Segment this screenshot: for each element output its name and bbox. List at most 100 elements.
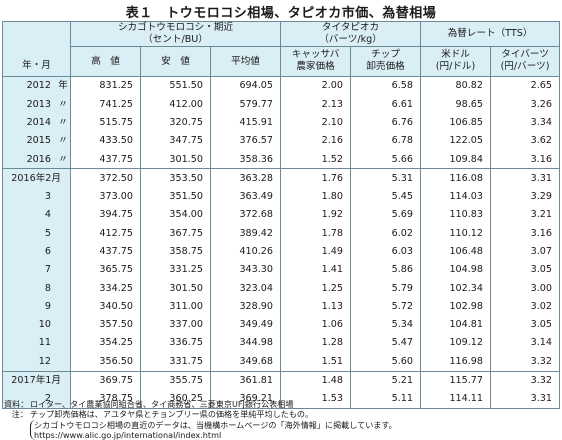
- period-label: 2013: [26, 98, 51, 110]
- fx-thb-label-2: (円/バーツ): [500, 61, 550, 73]
- fx-usd-cell: 109.12: [420, 334, 492, 353]
- corn-high-cell: 334.25: [70, 279, 141, 298]
- corn-high-cell: 373.00: [70, 187, 141, 207]
- fx-usd-cell: 116.98: [420, 352, 492, 372]
- fx-thb-label-1: タイバーツ: [501, 49, 549, 61]
- corn-unit-label: （セント/BU）: [143, 33, 208, 45]
- tapioca-farm-header: キャッサバ 農家価格: [280, 45, 352, 77]
- corn-avg-cell: 363.28: [209, 168, 282, 188]
- tapioca-chip-cell: 5.72: [350, 297, 422, 316]
- fx-thb-cell: 3.07: [490, 242, 561, 261]
- tapioca-chip-cell: 5.34: [350, 315, 422, 335]
- tapioca-chip-cell: 5.45: [350, 187, 422, 207]
- corn-low-cell: 367.75: [140, 224, 211, 243]
- table-body: 2012 年 831.25 551.50 694.05 2.00 6.58 80.82 2.65…: [2, 76, 561, 410]
- table-row: 2014 〃 515.75 320.75 415.91 2.10 6.76 106.85 3.3…: [2, 113, 561, 132]
- fx-thb-cell: 3.05: [490, 260, 561, 280]
- corn-low-cell: 301.50: [140, 279, 211, 298]
- corn-avg-cell: 389.42: [209, 224, 282, 243]
- tapioca-farm-cell: 1.48: [280, 370, 352, 391]
- reference-url[interactable]: https://www.alic.go.jp/international/ind…: [34, 429, 222, 440]
- table-row: 9 340.50 311.00 328.90 1.13 5.72 102.98 3.02: [2, 297, 561, 316]
- fx-usd-header: 米ドル (円/ドル): [420, 45, 492, 77]
- table-row: 2 378.75 360.25 369.21 1.53 5.11 114.11 3.31: [2, 390, 561, 410]
- table-row: 7 365.75 331.25 343.30 1.41 5.86 104.98 3.05: [2, 260, 561, 280]
- corn-avg-cell: 376.57: [209, 131, 282, 151]
- paren-bracket: [30, 419, 36, 440]
- paren-text: シカゴトウモロコシ相場の直近のデータは、当機構ホームページの「海外情報」に掲載し…: [34, 419, 397, 430]
- table-row: 2013 〃 741.25 412.00 579.77 2.13 6.61 98.65 3.26: [2, 95, 561, 114]
- fx-thb-cell: 3.05: [490, 315, 561, 335]
- tapioca-farm-label-2: 農家価格: [296, 61, 335, 73]
- tapioca-chip-cell: 6.76: [350, 113, 422, 132]
- corn-high-cell: 741.25: [70, 95, 141, 114]
- table-row: 12 356.50 331.75 349.68 1.51 5.60 116.98 3.32: [2, 352, 561, 372]
- fx-thb-cell: 3.16: [490, 224, 561, 243]
- year-month-cell: 12: [2, 352, 71, 372]
- tapioca-farm-cell: 2.13: [280, 95, 352, 114]
- fx-thb-cell: 3.21: [490, 206, 561, 225]
- period-label: 9: [44, 300, 51, 312]
- table-row: 11 354.25 336.75 344.98 1.28 5.47 109.12 3.14: [2, 334, 561, 353]
- fx-thb-cell: 3.31: [490, 390, 561, 410]
- fx-thb-cell: 3.32: [490, 370, 561, 391]
- fx-thb-cell: 3.32: [490, 352, 561, 372]
- corn-avg-cell: 372.68: [209, 206, 282, 225]
- tapioca-farm-cell: 2.10: [280, 113, 352, 132]
- tapioca-chip-cell: 6.61: [350, 95, 422, 114]
- corn-low-cell: 355.75: [140, 370, 211, 391]
- tapioca-farm-cell: 1.28: [280, 334, 352, 353]
- tapioca-chip-cell: 5.69: [350, 206, 422, 225]
- fx-usd-cell: 102.98: [420, 297, 492, 316]
- corn-high-cell: 412.75: [70, 224, 141, 243]
- table-row: 4 394.75 354.00 372.68 1.92 5.69 110.83 3.21: [2, 206, 561, 225]
- fx-usd-cell: 104.98: [420, 260, 492, 280]
- corn-high-cell: 369.75: [70, 370, 141, 391]
- period-label: 2014: [26, 116, 51, 128]
- corn-avg-cell: 579.77: [209, 95, 282, 114]
- corn-avg-cell: 349.68: [209, 352, 282, 372]
- corn-low-cell: 337.00: [140, 315, 211, 335]
- tapioca-chip-cell: 5.60: [350, 352, 422, 372]
- fx-usd-cell: 80.82: [420, 76, 492, 96]
- tapioca-farm-cell: 2.00: [280, 76, 352, 96]
- fx-thb-header: タイバーツ (円/バーツ): [490, 45, 561, 77]
- fx-usd-cell: 106.48: [420, 242, 492, 261]
- period-label: 2012: [26, 80, 51, 92]
- tapioca-chip-cell: 5.31: [350, 168, 422, 188]
- table-row: 3 373.00 351.50 363.49 1.80 5.45 114.03 3.29: [2, 187, 561, 207]
- tapioca-chip-cell: 5.66: [350, 150, 422, 169]
- period-label: 2015: [26, 135, 51, 147]
- year-month-cell: 2012 年: [2, 76, 71, 96]
- tapioca-chip-cell: 6.02: [350, 224, 422, 243]
- period-suffix: 〃: [58, 135, 68, 147]
- fx-thb-cell: 3.26: [490, 95, 561, 114]
- corn-high-cell: 357.50: [70, 315, 141, 335]
- corn-low-cell: 301.50: [140, 150, 211, 169]
- fx-thb-cell: 3.16: [490, 150, 561, 169]
- note-label: 注：: [11, 409, 28, 420]
- market-table: 年・月 シカゴトウモロコシ・期近 （セント/BU） タイタピオカ （バーツ/kg） …: [2, 21, 561, 410]
- tapioca-chip-label-1: チップ: [371, 49, 400, 61]
- corn-low-cell: 336.75: [140, 334, 211, 353]
- tapioca-farm-label-1: キャッサバ: [291, 49, 340, 61]
- corn-avg-cell: 358.36: [209, 150, 282, 169]
- table-header: 年・月 シカゴトウモロコシ・期近 （セント/BU） タイタピオカ （バーツ/kg） …: [2, 21, 561, 77]
- year-month-cell: 7: [2, 260, 71, 280]
- period-label: 2: [44, 393, 51, 405]
- table-row: 2015 〃 433.50 347.75 376.57 2.16 6.78 122.05 3.6…: [2, 131, 561, 151]
- year-month-cell: 2015 〃: [2, 131, 71, 151]
- table-row: 10 357.50 337.00 349.49 1.06 5.34 104.81 3.05: [2, 315, 561, 335]
- period-suffix: 年: [58, 80, 68, 92]
- period-label: 7: [44, 264, 51, 276]
- corn-low-cell: 320.75: [140, 113, 211, 132]
- corn-high-cell: 365.75: [70, 260, 141, 280]
- year-month-cell: 2016 〃: [2, 150, 71, 169]
- fx-usd-cell: 115.77: [420, 370, 492, 391]
- corn-avg-cell: 344.98: [209, 334, 282, 353]
- year-month-cell: 5: [2, 224, 71, 243]
- corn-low-cell: 358.75: [140, 242, 211, 261]
- corn-low-cell: 353.50: [140, 168, 211, 188]
- note-line: 注： チップ卸売価格は、アユタヤ県とチョンブリー県の価格を単純平均したもの。: [4, 409, 560, 419]
- tapioca-farm-cell: 1.25: [280, 279, 352, 298]
